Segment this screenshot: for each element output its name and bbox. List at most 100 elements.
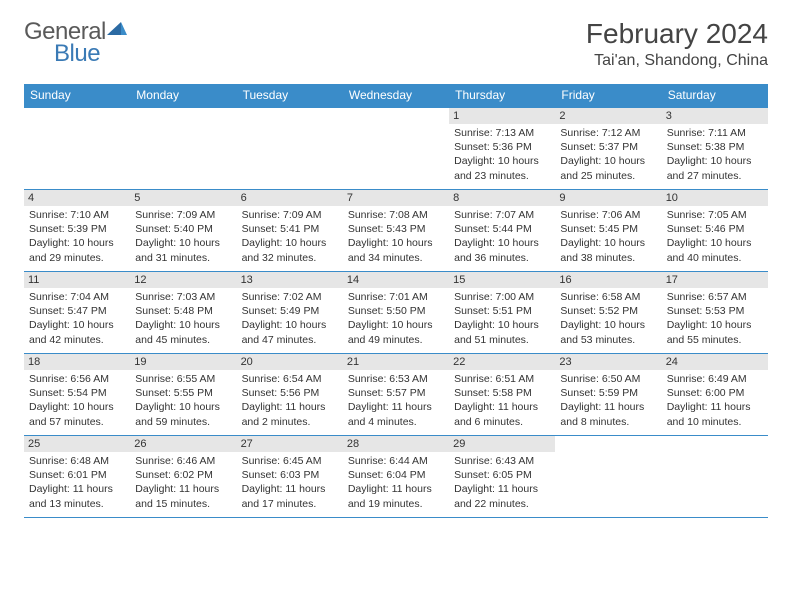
calendar-cell (24, 108, 130, 190)
day-number: 10 (662, 190, 768, 206)
calendar-cell: 11Sunrise: 7:04 AMSunset: 5:47 PMDayligh… (24, 272, 130, 354)
day-info: Sunrise: 6:49 AMSunset: 6:00 PMDaylight:… (667, 372, 763, 429)
calendar-cell: 3 Sunrise: 7:11 AMSunset: 5:38 PMDaylight… (662, 108, 768, 190)
day-info: Sunrise: 7:09 AMSunset: 5:41 PMDaylight:… (242, 208, 338, 265)
calendar-cell (662, 436, 768, 518)
day-number: 7 (343, 190, 449, 206)
calendar-cell: 6 Sunrise: 7:09 AMSunset: 5:41 PMDaylight… (237, 190, 343, 272)
day-info: Sunrise: 6:56 AMSunset: 5:54 PMDaylight:… (29, 372, 125, 429)
calendar-week-row: 25Sunrise: 6:48 AMSunset: 6:01 PMDayligh… (24, 436, 768, 518)
day-info: Sunrise: 6:54 AMSunset: 5:56 PMDaylight:… (242, 372, 338, 429)
day-number: 4 (24, 190, 130, 206)
calendar-cell: 16 Sunrise: 6:58 AMSunset: 5:52 PMDayligh… (555, 272, 661, 354)
day-info: Sunrise: 7:06 AMSunset: 5:45 PMDaylight:… (560, 208, 656, 265)
calendar-cell (343, 108, 449, 190)
calendar-cell: 1 Sunrise: 7:13 AMSunset: 5:36 PMDaylight… (449, 108, 555, 190)
calendar-week-row: 4 Sunrise: 7:10 AMSunset: 5:39 PMDaylight… (24, 190, 768, 272)
calendar-cell: 22 Sunrise: 6:51 AMSunset: 5:58 PMDayligh… (449, 354, 555, 436)
brand-logo: General Blue (24, 18, 127, 74)
day-number: 16 (555, 272, 661, 288)
weekday-header: Sunday (24, 84, 130, 108)
calendar-cell: 19 Sunrise: 6:55 AMSunset: 5:55 PMDayligh… (130, 354, 236, 436)
calendar-cell: 27 Sunrise: 6:45 AMSunset: 6:03 PMDayligh… (237, 436, 343, 518)
calendar-cell: 21 Sunrise: 6:53 AMSunset: 5:57 PMDayligh… (343, 354, 449, 436)
calendar-table: Sunday Monday Tuesday Wednesday Thursday… (24, 84, 768, 518)
day-number: 15 (449, 272, 555, 288)
day-number: 19 (130, 354, 236, 370)
weekday-header: Monday (130, 84, 236, 108)
weekday-header: Friday (555, 84, 661, 108)
day-number: 2 (555, 108, 661, 124)
location-subtitle: Tai'an, Shandong, China (586, 52, 768, 70)
weekday-header-row: Sunday Monday Tuesday Wednesday Thursday… (24, 84, 768, 108)
weekday-header: Wednesday (343, 84, 449, 108)
day-info: Sunrise: 7:03 AMSunset: 5:48 PMDaylight:… (135, 290, 231, 347)
day-info: Sunrise: 6:50 AMSunset: 5:59 PMDaylight:… (560, 372, 656, 429)
weekday-header: Tuesday (237, 84, 343, 108)
day-number: 26 (130, 436, 236, 452)
day-number: 13 (237, 272, 343, 288)
day-number: 14 (343, 272, 449, 288)
day-number: 20 (237, 354, 343, 370)
day-number: 5 (130, 190, 236, 206)
day-number: 6 (237, 190, 343, 206)
day-info: Sunrise: 6:55 AMSunset: 5:55 PMDaylight:… (135, 372, 231, 429)
brand-part2: Blue (54, 40, 100, 67)
day-info: Sunrise: 6:53 AMSunset: 5:57 PMDaylight:… (348, 372, 444, 429)
day-info: Sunrise: 7:09 AMSunset: 5:40 PMDaylight:… (135, 208, 231, 265)
day-info: Sunrise: 6:46 AMSunset: 6:02 PMDaylight:… (135, 454, 231, 511)
day-info: Sunrise: 7:08 AMSunset: 5:43 PMDaylight:… (348, 208, 444, 265)
calendar-week-row: 18 Sunrise: 6:56 AMSunset: 5:54 PMDayligh… (24, 354, 768, 436)
day-number: 18 (24, 354, 130, 370)
calendar-cell: 2 Sunrise: 7:12 AMSunset: 5:37 PMDaylight… (555, 108, 661, 190)
logo-triangle-icon (107, 18, 127, 38)
day-number: 8 (449, 190, 555, 206)
day-number: 29 (449, 436, 555, 452)
day-info: Sunrise: 6:48 AMSunset: 6:01 PMDaylight:… (29, 454, 125, 511)
day-info: Sunrise: 7:02 AMSunset: 5:49 PMDaylight:… (242, 290, 338, 347)
calendar-cell: 25Sunrise: 6:48 AMSunset: 6:01 PMDayligh… (24, 436, 130, 518)
calendar-cell: 26 Sunrise: 6:46 AMSunset: 6:02 PMDayligh… (130, 436, 236, 518)
day-number: 27 (237, 436, 343, 452)
day-info: Sunrise: 7:01 AMSunset: 5:50 PMDaylight:… (348, 290, 444, 347)
calendar-cell: 10 Sunrise: 7:05 AMSunset: 5:46 PMDayligh… (662, 190, 768, 272)
calendar-cell: 13 Sunrise: 7:02 AMSunset: 5:49 PMDayligh… (237, 272, 343, 354)
title-block: February 2024 Tai'an, Shandong, China (586, 18, 768, 70)
calendar-cell: 7 Sunrise: 7:08 AMSunset: 5:43 PMDaylight… (343, 190, 449, 272)
day-info: Sunrise: 7:04 AMSunset: 5:47 PMDaylight:… (29, 290, 125, 347)
day-info: Sunrise: 7:11 AMSunset: 5:38 PMDaylight:… (667, 126, 763, 183)
calendar-cell: 23 Sunrise: 6:50 AMSunset: 5:59 PMDayligh… (555, 354, 661, 436)
calendar-cell: 24 Sunrise: 6:49 AMSunset: 6:00 PMDayligh… (662, 354, 768, 436)
day-number: 22 (449, 354, 555, 370)
day-info: Sunrise: 7:00 AMSunset: 5:51 PMDaylight:… (454, 290, 550, 347)
day-number: 24 (662, 354, 768, 370)
calendar-cell (130, 108, 236, 190)
day-number: 12 (130, 272, 236, 288)
calendar-cell: 5 Sunrise: 7:09 AMSunset: 5:40 PMDaylight… (130, 190, 236, 272)
calendar-week-row: 11Sunrise: 7:04 AMSunset: 5:47 PMDayligh… (24, 272, 768, 354)
day-info: Sunrise: 7:07 AMSunset: 5:44 PMDaylight:… (454, 208, 550, 265)
calendar-week-row: 1 Sunrise: 7:13 AMSunset: 5:36 PMDaylight… (24, 108, 768, 190)
calendar-cell: 12 Sunrise: 7:03 AMSunset: 5:48 PMDayligh… (130, 272, 236, 354)
calendar-cell: 14 Sunrise: 7:01 AMSunset: 5:50 PMDayligh… (343, 272, 449, 354)
day-info: Sunrise: 7:12 AMSunset: 5:37 PMDaylight:… (560, 126, 656, 183)
day-info: Sunrise: 7:05 AMSunset: 5:46 PMDaylight:… (667, 208, 763, 265)
day-number: 21 (343, 354, 449, 370)
calendar-cell: 9 Sunrise: 7:06 AMSunset: 5:45 PMDaylight… (555, 190, 661, 272)
day-number: 23 (555, 354, 661, 370)
day-number: 9 (555, 190, 661, 206)
weekday-header: Saturday (662, 84, 768, 108)
calendar-cell: 15 Sunrise: 7:00 AMSunset: 5:51 PMDayligh… (449, 272, 555, 354)
day-info: Sunrise: 6:58 AMSunset: 5:52 PMDaylight:… (560, 290, 656, 347)
month-title: February 2024 (586, 18, 768, 50)
day-info: Sunrise: 7:10 AMSunset: 5:39 PMDaylight:… (29, 208, 125, 265)
day-info: Sunrise: 7:13 AMSunset: 5:36 PMDaylight:… (454, 126, 550, 183)
day-info: Sunrise: 6:43 AMSunset: 6:05 PMDaylight:… (454, 454, 550, 511)
calendar-cell (237, 108, 343, 190)
calendar-cell: 29 Sunrise: 6:43 AMSunset: 6:05 PMDayligh… (449, 436, 555, 518)
day-number: 3 (662, 108, 768, 124)
day-number: 1 (449, 108, 555, 124)
day-info: Sunrise: 6:51 AMSunset: 5:58 PMDaylight:… (454, 372, 550, 429)
day-info: Sunrise: 6:44 AMSunset: 6:04 PMDaylight:… (348, 454, 444, 511)
day-info: Sunrise: 6:45 AMSunset: 6:03 PMDaylight:… (242, 454, 338, 511)
